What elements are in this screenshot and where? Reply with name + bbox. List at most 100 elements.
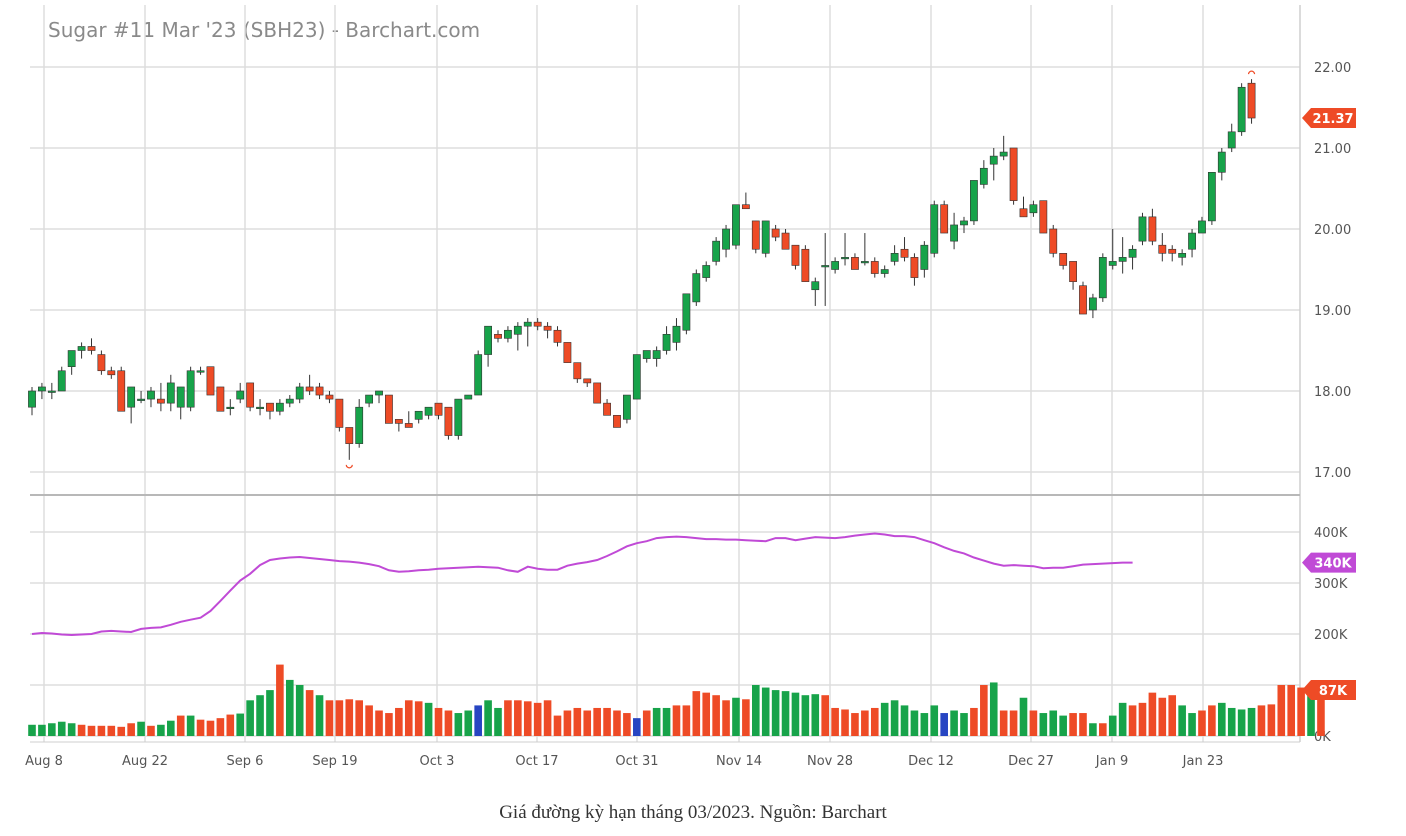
price-tick-label: 17.00 — [1314, 466, 1351, 481]
candle-body — [394, 419, 403, 424]
candle-up — [1128, 245, 1137, 270]
volume-bar — [1089, 723, 1097, 736]
high-marker — [1247, 70, 1256, 75]
candle-body — [1128, 248, 1137, 258]
volume-bar — [514, 700, 522, 736]
candle-body — [107, 370, 116, 376]
volume-bar — [1198, 710, 1206, 736]
candle-up — [196, 366, 205, 375]
candle-body — [285, 398, 294, 404]
candle-up — [1138, 212, 1147, 246]
candle-up — [821, 233, 830, 306]
candle-body — [47, 390, 56, 393]
candle-up — [1178, 249, 1187, 266]
volume-bar — [424, 702, 433, 736]
volume-bar — [662, 707, 671, 736]
x-tick-label: Jan 9 — [1095, 754, 1128, 769]
candle-up — [950, 212, 958, 250]
volume-bar — [732, 697, 740, 736]
volume-bar — [345, 699, 354, 736]
candle-up — [454, 398, 463, 440]
last-price-flag-shape — [1302, 108, 1356, 129]
x-tick-label: Nov 14 — [716, 754, 762, 769]
volume-bar — [950, 710, 958, 736]
volume-bar — [970, 707, 978, 736]
volume-bar — [1009, 710, 1018, 736]
candle-down — [325, 391, 334, 404]
candle-down — [851, 253, 859, 270]
candle-body — [87, 346, 96, 351]
volume-bar — [633, 718, 641, 736]
candle-down — [791, 244, 800, 270]
volume-bar — [38, 724, 46, 736]
volume-bar — [355, 700, 363, 736]
candle-body — [166, 382, 175, 404]
candle-body — [77, 346, 86, 351]
volume-bar — [1287, 685, 1296, 736]
volume-bars — [28, 664, 1325, 736]
candle-up — [692, 269, 701, 306]
candle-down — [156, 382, 165, 412]
volume-flag: 87K — [1302, 680, 1356, 700]
candle-body — [900, 248, 909, 258]
candle-up — [732, 204, 740, 250]
candle-body — [692, 273, 701, 303]
volume-bar — [1148, 692, 1157, 736]
volume-bar — [464, 710, 473, 736]
volume-bar — [1138, 702, 1147, 736]
volume-bar — [722, 700, 730, 736]
candle-body — [1069, 261, 1077, 282]
candle-up — [1207, 172, 1216, 225]
candle-up — [1237, 83, 1246, 136]
candle-body — [860, 261, 869, 264]
oi-tick-label: 300K — [1314, 577, 1348, 592]
candle-body — [811, 281, 820, 291]
candle-down — [533, 318, 542, 331]
volume-bar — [702, 692, 711, 736]
volume-bar — [861, 710, 869, 736]
volume-bar — [216, 718, 225, 736]
price-tick-label: 19.00 — [1314, 304, 1351, 319]
candle-up — [890, 245, 899, 266]
candle-body — [593, 382, 602, 404]
candle-body — [464, 394, 473, 400]
candle-body — [266, 402, 274, 412]
candle-up — [999, 135, 1008, 161]
candle-body — [375, 390, 383, 396]
candle-body — [1237, 86, 1246, 133]
volume-bar — [692, 691, 701, 736]
volume-bar — [167, 720, 175, 736]
candle-body — [1059, 253, 1068, 266]
candle-body — [642, 350, 651, 359]
candle-body — [385, 394, 393, 424]
candle-down — [107, 366, 116, 379]
candle-up — [28, 386, 36, 416]
volume-bar — [1317, 691, 1325, 736]
candle-up — [176, 386, 185, 420]
candle-body — [613, 414, 621, 428]
candle-down — [434, 402, 443, 420]
candle-up — [860, 233, 869, 266]
volume-bar — [335, 700, 344, 736]
volume-bar — [811, 694, 820, 736]
volume-bar — [325, 700, 334, 736]
candle-body — [1108, 261, 1117, 266]
candle-up — [464, 394, 473, 400]
volume-bar — [1188, 713, 1196, 736]
volume-bar — [474, 705, 482, 736]
candle-up — [1089, 293, 1097, 319]
candle-down — [1069, 261, 1077, 290]
candle-up — [414, 410, 423, 424]
candle-down — [801, 245, 810, 282]
volume-bar — [315, 695, 324, 736]
candle-body — [880, 269, 889, 274]
candle-down — [543, 322, 552, 339]
candle-down — [1009, 147, 1018, 205]
candle-up — [960, 216, 968, 234]
candle-down — [345, 427, 354, 460]
candle-body — [999, 151, 1008, 157]
image-caption: Giá đường kỳ hạn tháng 03/2023. Nguồn: B… — [499, 802, 887, 823]
volume-bar — [900, 705, 909, 736]
volume-bar — [682, 705, 691, 736]
x-tick-label: Oct 31 — [615, 754, 658, 769]
